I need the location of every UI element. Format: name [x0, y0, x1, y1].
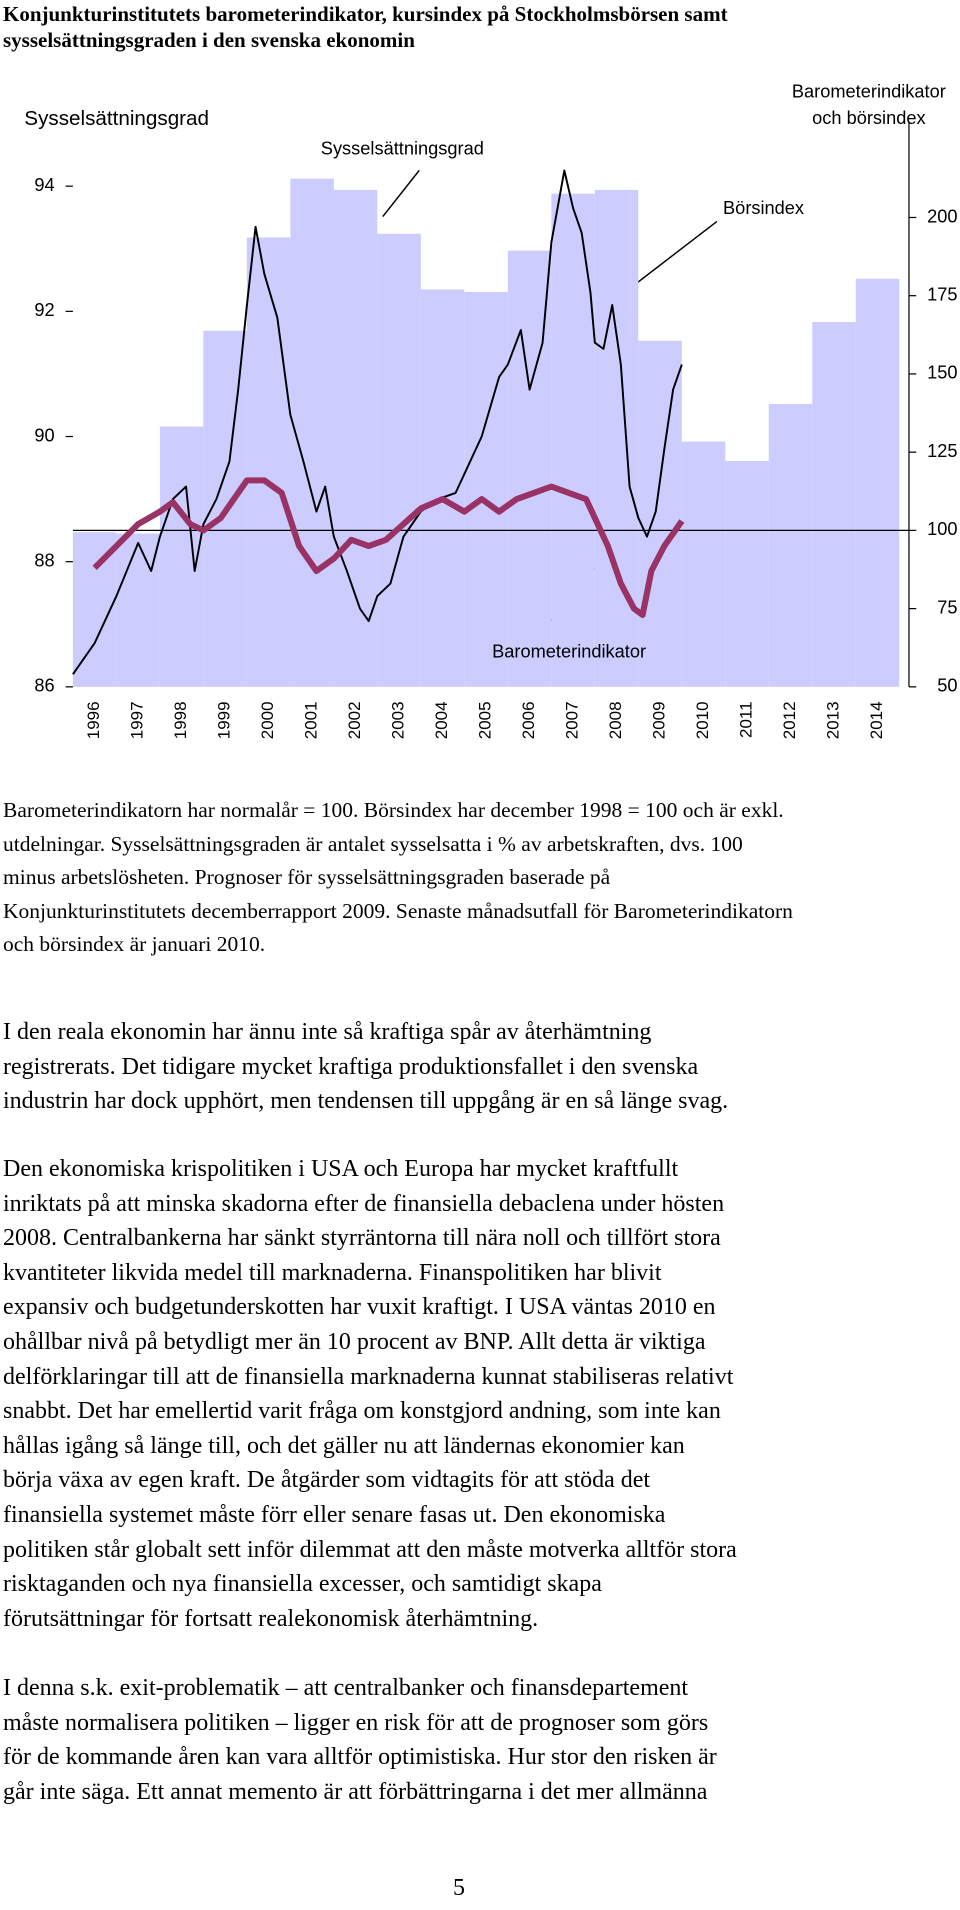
bar [725, 460, 769, 687]
paragraph-line: förutsättningar för fortsatt realekonomi… [3, 1605, 539, 1632]
bar [768, 403, 813, 687]
bar [377, 233, 421, 687]
paragraph-line: I den reala ekonomin har ännu inte så kr… [3, 1019, 652, 1045]
paragraph-line: finansiella systemet måste förr eller se… [3, 1502, 666, 1528]
chart: 86 88 90 92 94 50 75 100 125 150 175 200 1996 1997 199… [24, 81, 957, 739]
bar [812, 321, 856, 687]
paragraph-line: måste normalisera politiken – ligger en … [3, 1709, 709, 1736]
bar [290, 178, 334, 687]
x-tick-label: 2007 [563, 701, 582, 739]
bar [116, 533, 160, 687]
y2-axis-title: Barometerindikator [792, 81, 946, 101]
x-tick-label: 2010 [693, 701, 712, 739]
y2-tick-label: 125 [927, 441, 957, 461]
paragraph-line: för de kommande åren kan vara alltför op… [3, 1744, 717, 1771]
x-tick-label: 2000 [258, 701, 277, 739]
paragraph-line: expansiv och budgetunderskotten har vuxi… [3, 1294, 716, 1321]
x-tick-label: 2014 [867, 701, 886, 739]
title-line: sysselsättningsgraden i den svenska ekon… [3, 28, 415, 52]
bar [333, 189, 378, 687]
x-tick-label: 1996 [84, 701, 103, 739]
x-tick-label: 1997 [128, 701, 147, 739]
caption-line: minus arbetslösheten. Prognoser för syss… [3, 865, 611, 889]
x-tick-label: 2012 [780, 701, 799, 739]
caption-line: utdelningar. Sysselsättningsgraden är an… [3, 831, 743, 856]
paragraph-line: 2008. Centralbankerna har sänkt styrränt… [3, 1225, 721, 1252]
y-tick-label: 88 [34, 550, 54, 570]
annotation: Barometerindikator [492, 642, 646, 662]
bar [246, 237, 291, 687]
paragraph-line: I denna s.k. exit-problematik – att cent… [3, 1675, 689, 1701]
y2-tick-label: 150 [927, 363, 957, 383]
y-tick-label: 94 [34, 175, 54, 195]
bar [594, 189, 639, 687]
paragraph-line: politiken står globalt sett inför dilemm… [3, 1536, 737, 1563]
bar [855, 278, 900, 687]
paragraph-line: inriktats på att minska skadorna efter d… [3, 1190, 725, 1217]
paragraph-line: snabbt. Det har emellertid varit fråga o… [3, 1398, 721, 1425]
annotation: Börsindex [723, 198, 804, 218]
x-tick-label: 2008 [606, 701, 625, 739]
pointer [382, 169, 420, 218]
bar [464, 291, 508, 687]
bar [638, 340, 682, 687]
y2-tick-label: 100 [927, 519, 957, 539]
y2-tick-label: 50 [937, 676, 957, 696]
x-tick-label: 2003 [389, 701, 408, 739]
y-tick-label: 90 [34, 425, 54, 445]
paragraph-line: ohållbar nivå på betydligt mer än 10 pro… [3, 1329, 706, 1355]
paragraph-line: industrin har dock upphört, men tendense… [3, 1088, 729, 1115]
caption-line: Konjunkturinstitutets decemberrapport 20… [3, 898, 793, 923]
paragraph-line: delförklaringar till att de finansiella … [3, 1363, 734, 1390]
bar [681, 441, 726, 687]
page-number: 5 [453, 1875, 465, 1901]
x-tick-label: 2001 [302, 701, 321, 739]
x-tick-label: 2002 [345, 701, 364, 739]
bar [551, 193, 595, 687]
paragraph-line: börja växa av egen kraft. De åtgärder so… [3, 1467, 651, 1494]
y2-axis-title: och börsindex [812, 108, 925, 128]
y2-tick-label: 200 [927, 206, 957, 226]
bar [159, 426, 204, 687]
line [92, 477, 685, 618]
paragraph-line: hållas igång så länge till, och det gäll… [3, 1432, 685, 1459]
caption-line: och börsindex är januari 2010. [3, 932, 266, 956]
x-tick-label: 2005 [476, 701, 495, 739]
x-tick-label: 2011 [737, 701, 756, 738]
x-tick-label: 1998 [171, 701, 190, 739]
y-tick-label: 92 [34, 300, 54, 320]
paragraph-line: kvantiteter likvida medel till marknader… [3, 1259, 662, 1286]
paragraph-line: registrerats. Det tidigare mycket krafti… [3, 1053, 699, 1080]
caption-line: Barometerindikatorn har normalår = 100. … [3, 798, 784, 822]
paragraph-line: Den ekonomiska krispolitiken i USA och E… [3, 1156, 679, 1182]
paragraph-line: går inte säga. Ett annat memento är att … [3, 1778, 708, 1805]
y2-tick-label: 175 [927, 285, 957, 305]
annotation: Sysselsättningsgrad [321, 139, 484, 159]
x-tick-label: 2006 [519, 701, 538, 739]
y-tick-label: 86 [34, 676, 54, 696]
y2-tick-label: 75 [937, 597, 957, 617]
title-line: Konjunkturinstitutets barometerindikator… [3, 2, 728, 26]
paragraph-line: risktaganden och nya finansiella excesse… [3, 1571, 602, 1598]
x-tick-label: 2013 [824, 701, 843, 739]
x-tick-label: 2004 [432, 701, 451, 739]
y-axis-title: Sysselsättningsgrad [24, 107, 209, 130]
x-tick-label: 1999 [215, 701, 234, 739]
x-tick-label: 2009 [650, 701, 669, 739]
